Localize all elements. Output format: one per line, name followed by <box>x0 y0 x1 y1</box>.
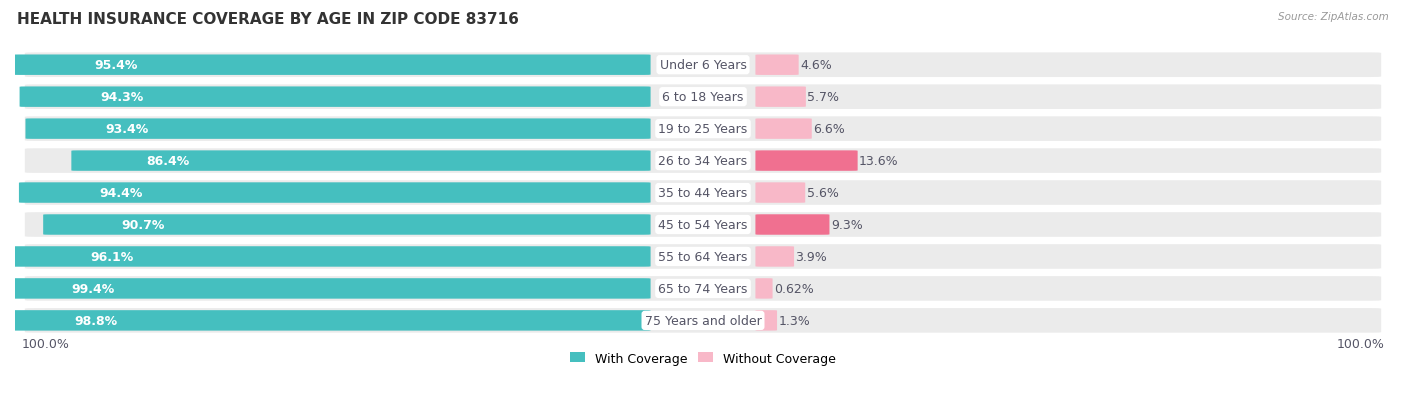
FancyBboxPatch shape <box>25 119 651 140</box>
Text: 75 Years and older: 75 Years and older <box>644 314 762 327</box>
Legend: With Coverage, Without Coverage: With Coverage, Without Coverage <box>565 347 841 370</box>
FancyBboxPatch shape <box>20 87 651 108</box>
Text: 9.3%: 9.3% <box>831 218 862 231</box>
FancyBboxPatch shape <box>44 215 651 235</box>
FancyBboxPatch shape <box>72 151 651 171</box>
Text: 6 to 18 Years: 6 to 18 Years <box>662 91 744 104</box>
FancyBboxPatch shape <box>755 55 799 76</box>
Text: 100.0%: 100.0% <box>1337 337 1385 350</box>
FancyBboxPatch shape <box>755 183 806 203</box>
FancyBboxPatch shape <box>755 151 858 171</box>
Text: Source: ZipAtlas.com: Source: ZipAtlas.com <box>1278 12 1389 22</box>
FancyBboxPatch shape <box>0 311 651 331</box>
Text: 4.6%: 4.6% <box>800 59 832 72</box>
Text: 45 to 54 Years: 45 to 54 Years <box>658 218 748 231</box>
FancyBboxPatch shape <box>25 85 1381 110</box>
Text: 93.4%: 93.4% <box>105 123 149 136</box>
Text: 6.6%: 6.6% <box>813 123 845 136</box>
Text: 19 to 25 Years: 19 to 25 Years <box>658 123 748 136</box>
FancyBboxPatch shape <box>755 215 830 235</box>
FancyBboxPatch shape <box>13 55 651 76</box>
FancyBboxPatch shape <box>755 119 811 140</box>
Text: 100.0%: 100.0% <box>21 337 69 350</box>
Text: 13.6%: 13.6% <box>859 155 898 168</box>
FancyBboxPatch shape <box>755 311 778 331</box>
FancyBboxPatch shape <box>18 183 651 203</box>
Text: HEALTH INSURANCE COVERAGE BY AGE IN ZIP CODE 83716: HEALTH INSURANCE COVERAGE BY AGE IN ZIP … <box>17 12 519 27</box>
FancyBboxPatch shape <box>25 309 1381 333</box>
Text: 35 to 44 Years: 35 to 44 Years <box>658 187 748 199</box>
FancyBboxPatch shape <box>0 278 651 299</box>
Text: Under 6 Years: Under 6 Years <box>659 59 747 72</box>
FancyBboxPatch shape <box>25 181 1381 205</box>
FancyBboxPatch shape <box>25 117 1381 142</box>
Text: 0.62%: 0.62% <box>773 282 814 295</box>
Text: 94.4%: 94.4% <box>100 187 143 199</box>
FancyBboxPatch shape <box>25 53 1381 78</box>
Text: 86.4%: 86.4% <box>146 155 188 168</box>
FancyBboxPatch shape <box>25 213 1381 237</box>
Text: 99.4%: 99.4% <box>70 282 114 295</box>
Text: 96.1%: 96.1% <box>90 250 134 263</box>
FancyBboxPatch shape <box>25 276 1381 301</box>
Text: 1.3%: 1.3% <box>779 314 810 327</box>
FancyBboxPatch shape <box>755 87 806 108</box>
Text: 55 to 64 Years: 55 to 64 Years <box>658 250 748 263</box>
Text: 5.7%: 5.7% <box>807 91 839 104</box>
Text: 95.4%: 95.4% <box>94 59 138 72</box>
Text: 65 to 74 Years: 65 to 74 Years <box>658 282 748 295</box>
Text: 26 to 34 Years: 26 to 34 Years <box>658 155 748 168</box>
Text: 94.3%: 94.3% <box>100 91 143 104</box>
Text: 5.6%: 5.6% <box>807 187 838 199</box>
Text: 3.9%: 3.9% <box>796 250 827 263</box>
FancyBboxPatch shape <box>755 278 772 299</box>
Text: 98.8%: 98.8% <box>75 314 118 327</box>
FancyBboxPatch shape <box>755 247 794 267</box>
FancyBboxPatch shape <box>8 247 651 267</box>
FancyBboxPatch shape <box>25 244 1381 269</box>
Text: 90.7%: 90.7% <box>121 218 165 231</box>
FancyBboxPatch shape <box>25 149 1381 173</box>
